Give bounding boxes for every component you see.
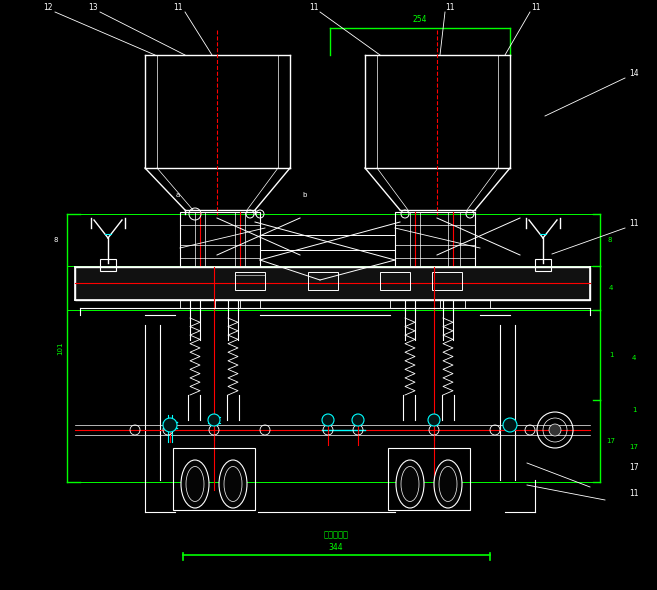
Text: 11: 11 [309, 4, 319, 12]
Bar [75, 267, 590, 300]
Text: 17: 17 [629, 444, 639, 450]
Text: 344: 344 [328, 543, 344, 552]
Circle shape [428, 414, 440, 426]
Text: 101: 101 [57, 341, 63, 355]
Circle shape [352, 414, 364, 426]
Text: 11: 11 [532, 4, 541, 12]
Bar [308, 272, 338, 290]
Bar [173, 448, 255, 510]
Bar [380, 272, 410, 290]
Bar [100, 259, 116, 271]
Bar [180, 212, 260, 267]
Circle shape [208, 414, 220, 426]
Bar [535, 259, 551, 271]
Ellipse shape [396, 460, 424, 508]
Text: b: b [303, 192, 307, 198]
Text: 17: 17 [606, 438, 616, 444]
Text: 1: 1 [609, 352, 613, 358]
Text: 11: 11 [629, 219, 639, 228]
Text: 11: 11 [173, 4, 183, 12]
Ellipse shape [434, 460, 462, 508]
Text: 12: 12 [43, 4, 53, 12]
Ellipse shape [219, 460, 247, 508]
Bar [395, 212, 475, 267]
Text: 4: 4 [609, 285, 613, 291]
Text: 13: 13 [88, 4, 98, 12]
Text: a: a [176, 192, 180, 198]
Text: 11: 11 [629, 490, 639, 499]
Text: 1: 1 [632, 407, 636, 413]
Text: 8: 8 [54, 237, 58, 243]
Text: 17: 17 [629, 464, 639, 473]
Text: 正视图上部: 正视图上部 [323, 530, 348, 539]
Circle shape [549, 424, 561, 436]
Bar [432, 272, 462, 290]
Ellipse shape [181, 460, 209, 508]
Text: 4: 4 [632, 355, 636, 361]
Circle shape [322, 414, 334, 426]
Bar [388, 448, 470, 510]
Circle shape [503, 418, 517, 432]
Text: 8: 8 [608, 237, 612, 243]
Text: 14: 14 [629, 70, 639, 78]
Text: 11: 11 [445, 4, 455, 12]
Bar [235, 272, 265, 290]
Text: 254: 254 [413, 15, 427, 25]
Circle shape [163, 418, 177, 432]
